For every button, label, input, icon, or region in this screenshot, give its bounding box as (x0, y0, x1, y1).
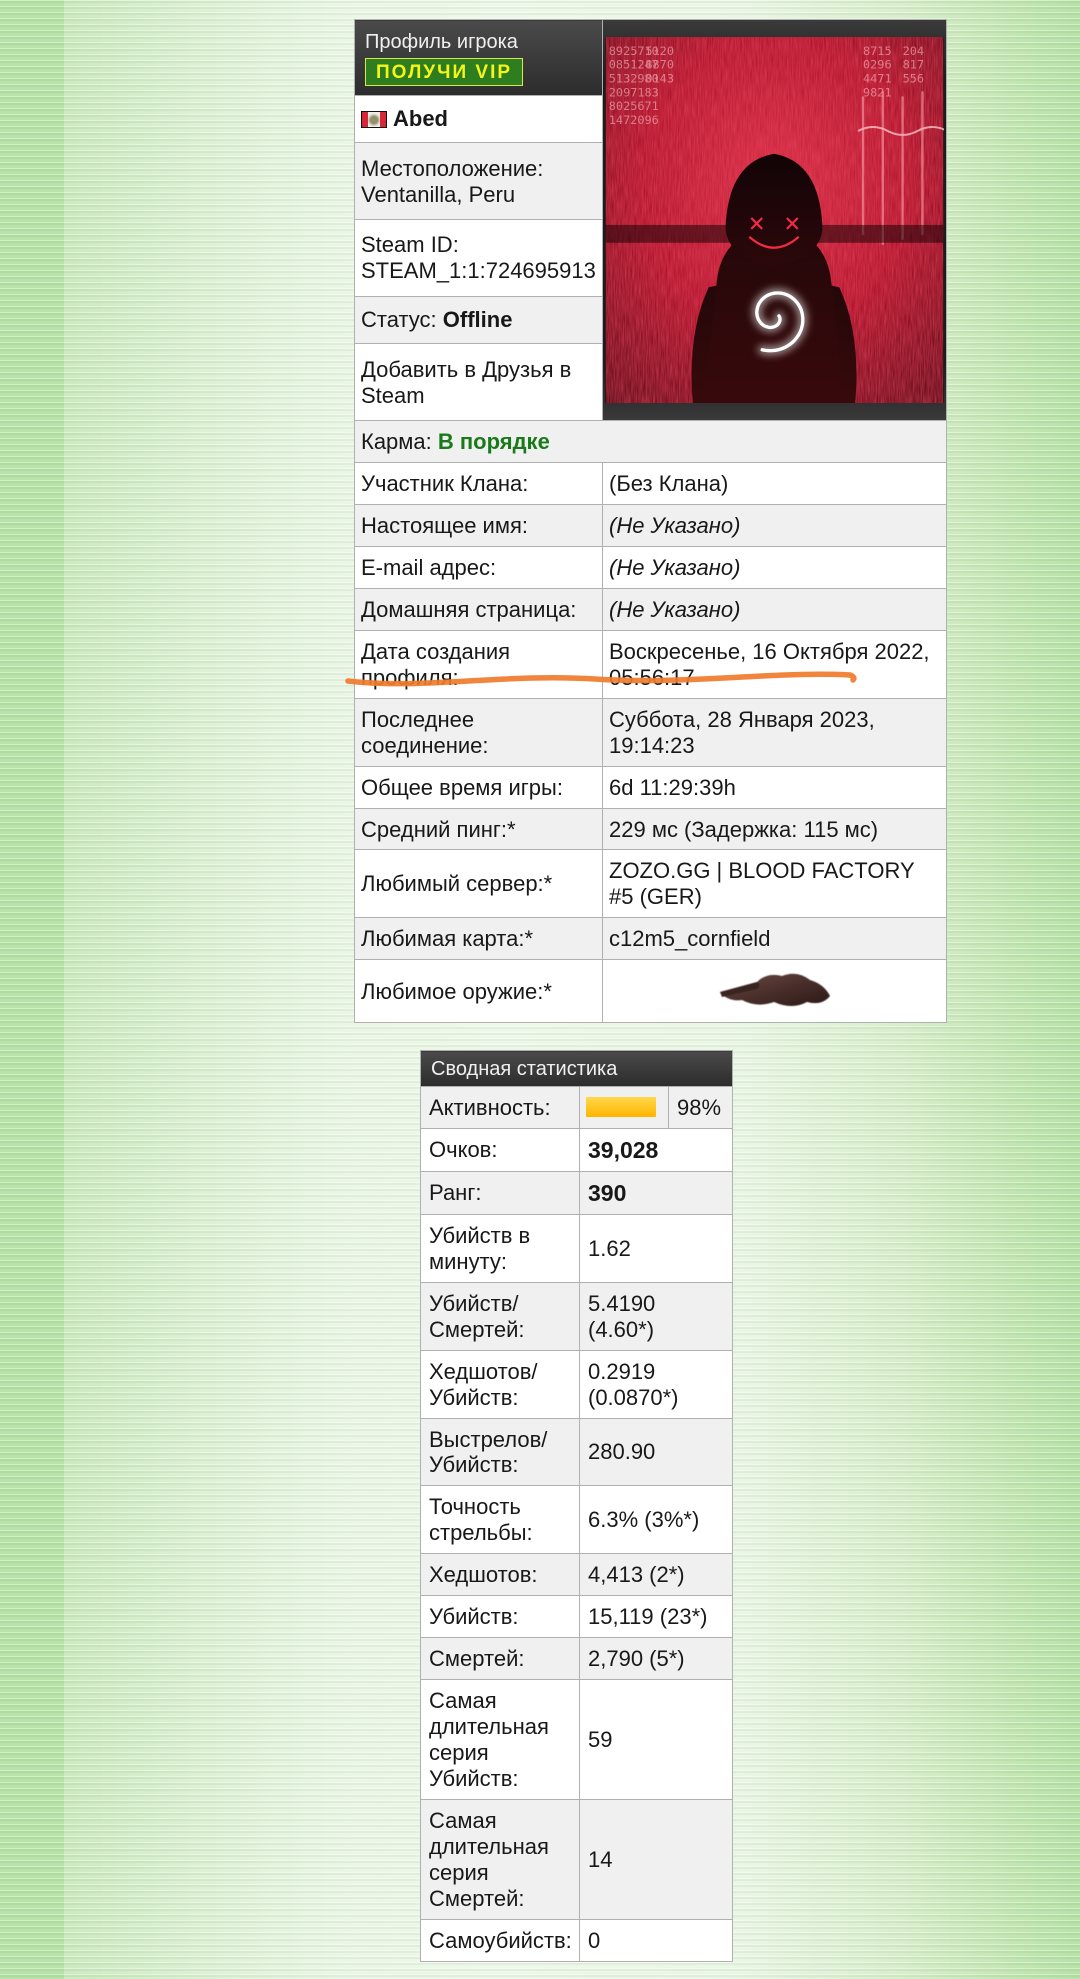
svg-text:8025671: 8025671 (609, 99, 659, 113)
svg-text:0296: 0296 (863, 58, 892, 72)
svg-text:5120: 5120 (645, 44, 674, 58)
svg-text:9821: 9821 (863, 85, 892, 99)
svg-text:817: 817 (903, 58, 924, 72)
svg-text:4471: 4471 (863, 72, 892, 86)
svg-text:1472096: 1472096 (609, 113, 659, 127)
svg-text:0143: 0143 (645, 72, 674, 86)
svg-text:2097183: 2097183 (609, 85, 659, 99)
svg-text:204: 204 (903, 44, 924, 58)
svg-text:8715: 8715 (863, 44, 892, 58)
svg-text:556: 556 (903, 72, 924, 86)
svg-text:8870: 8870 (645, 58, 674, 72)
